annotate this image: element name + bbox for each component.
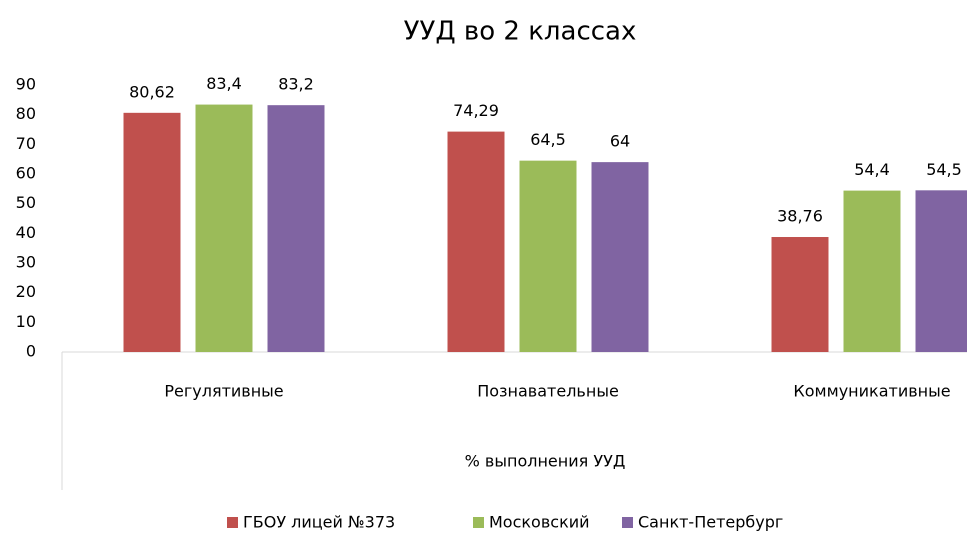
data-label: 83,2 xyxy=(278,75,314,94)
x-tick-label: Коммуникативные xyxy=(793,382,950,401)
data-label: 74,29 xyxy=(453,101,499,120)
bar xyxy=(915,190,967,352)
bar xyxy=(591,162,649,352)
data-label: 80,62 xyxy=(129,82,175,101)
legend-swatch xyxy=(622,517,633,528)
y-tick-label: 90 xyxy=(16,75,36,94)
y-tick-label: 20 xyxy=(16,282,36,301)
bar xyxy=(771,237,829,352)
bar xyxy=(519,160,577,352)
y-tick-label: 40 xyxy=(16,223,36,242)
bar xyxy=(123,112,181,352)
bar xyxy=(195,104,253,352)
x-tick-label: Познавательные xyxy=(477,382,619,401)
legend-swatch xyxy=(473,517,484,528)
data-label: 38,76 xyxy=(777,207,823,226)
bar xyxy=(843,190,901,352)
y-tick-label: 60 xyxy=(16,164,36,183)
data-label: 54,4 xyxy=(854,160,890,179)
y-tick-label: 70 xyxy=(16,134,36,153)
bar xyxy=(447,131,505,352)
x-tick-label: Регулятивные xyxy=(164,382,283,401)
legend-swatch xyxy=(227,517,238,528)
data-label: 64,5 xyxy=(530,130,566,149)
bar xyxy=(267,105,325,352)
chart-title: УУД во 2 классах xyxy=(404,17,637,47)
legend-label: Московский xyxy=(489,513,590,532)
y-tick-label: 50 xyxy=(16,193,36,212)
data-label: 64 xyxy=(610,132,630,151)
legend-label: ГБОУ лицей №373 xyxy=(243,513,395,532)
y-tick-label: 80 xyxy=(16,104,36,123)
data-label: 54,5 xyxy=(926,160,962,179)
y-tick-label: 0 xyxy=(26,342,36,361)
x-axis-title: % выполнения УУД xyxy=(465,452,626,471)
data-label: 83,4 xyxy=(206,74,242,93)
y-tick-label: 30 xyxy=(16,253,36,272)
y-tick-label: 10 xyxy=(16,312,36,331)
legend-label: Санкт-Петербург xyxy=(638,513,783,532)
